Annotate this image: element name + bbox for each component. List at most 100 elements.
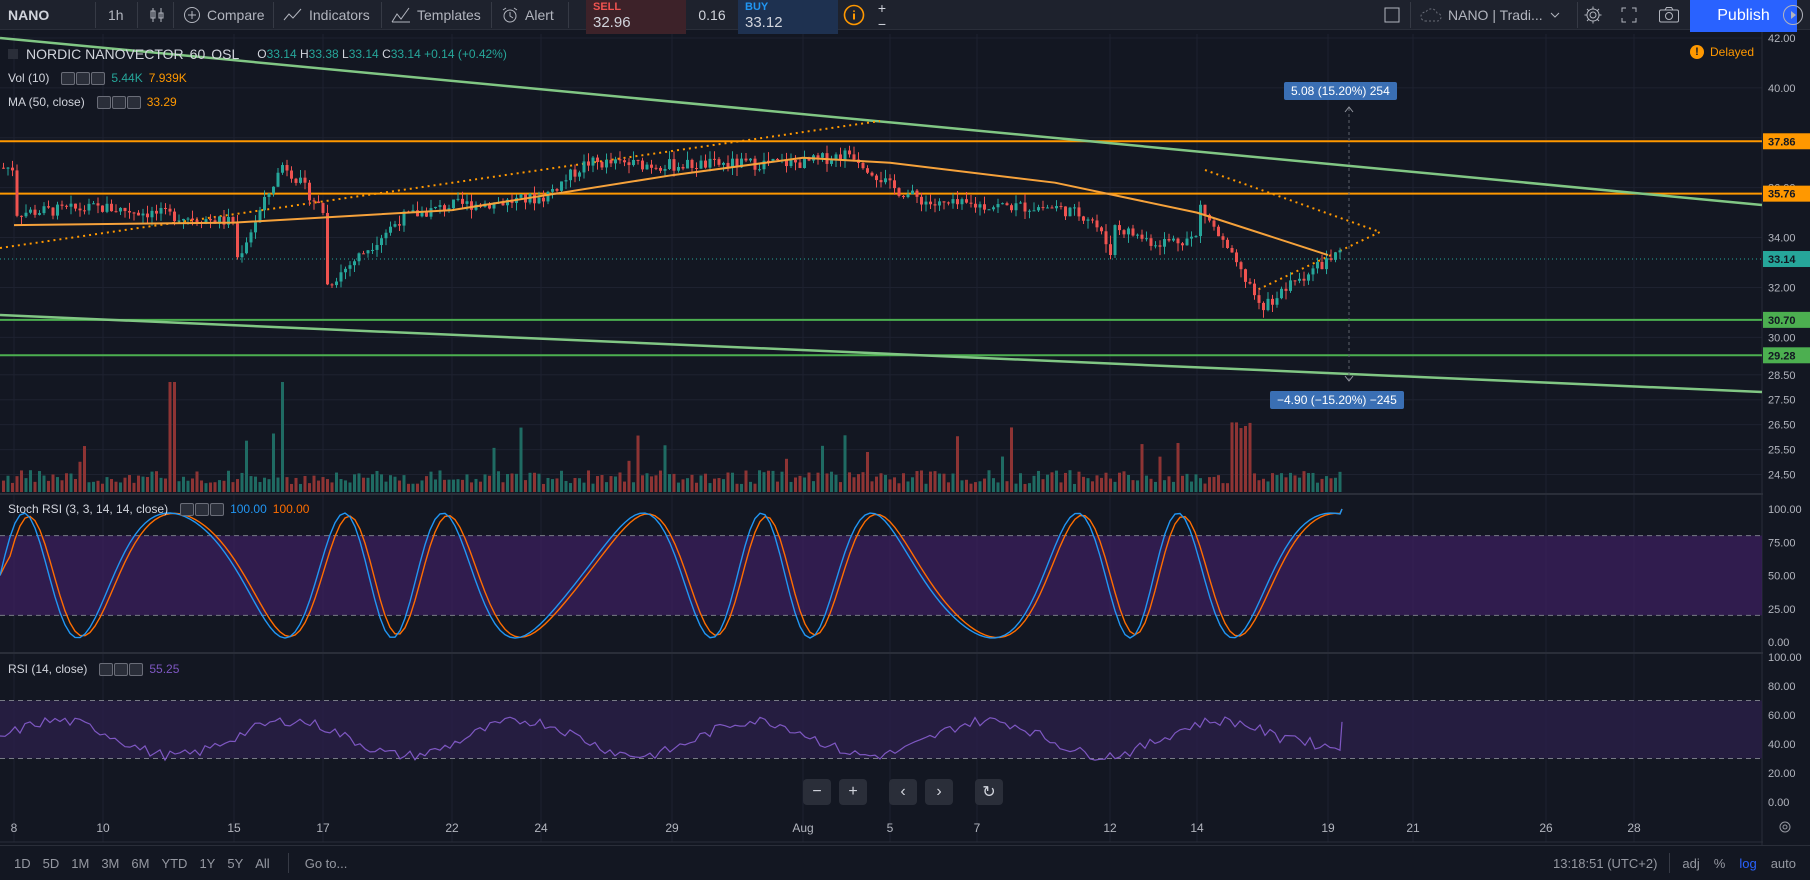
- rsi-legend[interactable]: RSI (14, close) 55.25: [8, 662, 179, 676]
- candle-body: [501, 202, 505, 206]
- candle-body: [38, 213, 41, 215]
- reset-chart-button[interactable]: ↻: [975, 779, 1003, 805]
- price-axis[interactable]: 42.0040.0038.0036.0034.0032.0030.0028.50…: [1763, 30, 1810, 845]
- volume-bar: [290, 483, 293, 492]
- volume-legend[interactable]: Vol (10) 5.44K 7.939K: [8, 71, 187, 85]
- volume-bar: [560, 470, 563, 492]
- volume-bar: [654, 475, 658, 492]
- volume-bar: [29, 470, 32, 492]
- zoom-in-button[interactable]: +: [839, 779, 867, 805]
- candle-body: [735, 158, 739, 168]
- range-5y[interactable]: 5Y: [227, 855, 244, 871]
- snapshot-button[interactable]: [1658, 0, 1680, 30]
- interval-button[interactable]: 1h: [108, 7, 124, 23]
- publish-button[interactable]: Publish: [1690, 0, 1797, 32]
- range-ytd[interactable]: YTD: [161, 855, 188, 871]
- alert-button[interactable]: Alert: [501, 0, 554, 30]
- fullscreen-toggle[interactable]: [1383, 0, 1401, 30]
- indicators-button[interactable]: Indicators: [283, 0, 370, 30]
- range-6m[interactable]: 6M: [131, 855, 150, 871]
- percent-toggle[interactable]: %: [1713, 855, 1726, 871]
- scroll-left-button[interactable]: ‹: [889, 779, 917, 805]
- main-legend[interactable]: NORDIC NANOVECTOR 60 OSL O33.14 H33.38 L…: [8, 46, 507, 62]
- delayed-badge[interactable]: ! Delayed: [1690, 45, 1754, 59]
- fullscreen-button[interactable]: [1620, 0, 1638, 30]
- candle-body: [600, 162, 604, 168]
- auto-toggle[interactable]: auto: [1770, 855, 1796, 871]
- volume-bar: [209, 482, 212, 492]
- symbol-search[interactable]: NANO: [8, 7, 50, 23]
- volume-bar: [1329, 478, 1333, 492]
- candle-body: [285, 165, 289, 171]
- range-all[interactable]: All: [255, 855, 270, 871]
- goto-button[interactable]: Go to...: [304, 855, 348, 871]
- time-tick-label: 8: [11, 821, 18, 835]
- chart-type-button[interactable]: [148, 0, 166, 30]
- trend-lines: [0, 36, 1763, 394]
- volume-bar: [105, 477, 109, 492]
- settings-button[interactable]: [1583, 0, 1603, 30]
- candle-body: [312, 200, 316, 202]
- candle-body: [186, 218, 190, 220]
- range-1d[interactable]: 1D: [14, 855, 31, 871]
- volume-bar: [992, 478, 995, 492]
- volume-bar: [672, 473, 676, 492]
- legend-buttons[interactable]: [96, 95, 141, 109]
- stoch-tick-label: 100.00: [1768, 504, 1802, 516]
- measure-down-label: −4.90 (−15.20%) −245: [1270, 391, 1404, 409]
- candle-body: [1073, 207, 1076, 209]
- adj-toggle[interactable]: adj: [1682, 855, 1700, 871]
- volume-bar: [168, 382, 172, 492]
- legend-buttons[interactable]: [61, 71, 106, 85]
- range-3m[interactable]: 3M: [101, 855, 120, 871]
- candle-body: [384, 232, 388, 239]
- range-1m[interactable]: 1M: [71, 855, 90, 871]
- range-1y[interactable]: 1Y: [199, 855, 216, 871]
- volume-bar: [33, 481, 37, 492]
- candle-body: [461, 198, 464, 204]
- time-tick-label: 21: [1406, 821, 1420, 835]
- candle-body: [96, 203, 100, 206]
- trade-info-button[interactable]: [843, 0, 865, 30]
- volume-bar: [564, 480, 568, 492]
- volume-bar: [776, 481, 779, 492]
- volume-bar: [1235, 422, 1238, 492]
- templates-button[interactable]: Templates: [391, 0, 481, 30]
- layout-select[interactable]: NANO | Tradi...: [1420, 0, 1561, 30]
- time-axis[interactable]: 8 10 15 17 22 24 29 Aug 5 7 12 14 19 21 26 28: [11, 821, 1791, 835]
- volume-bar: [285, 477, 289, 492]
- candle-body: [1010, 205, 1013, 211]
- legend-buttons[interactable]: [99, 662, 144, 676]
- volume-bar: [753, 483, 757, 492]
- volume-bar: [942, 473, 946, 492]
- scroll-right-button[interactable]: ›: [925, 779, 953, 805]
- zoom-out-button[interactable]: −: [803, 779, 831, 805]
- range-5d[interactable]: 5D: [42, 855, 60, 871]
- sell-button[interactable]: SELL 32.96: [586, 0, 686, 34]
- compare-button[interactable]: Compare: [183, 0, 265, 30]
- legend-buttons[interactable]: [180, 502, 225, 516]
- volume-bar: [974, 482, 977, 492]
- candle-body: [87, 203, 91, 211]
- chart-canvas[interactable]: 42.0040.0038.0036.0034.0032.0030.0028.50…: [0, 0, 1810, 845]
- volume-bar: [843, 435, 847, 492]
- volume-bar: [51, 474, 55, 492]
- ma-legend[interactable]: MA (50, close) 33.29: [8, 95, 177, 109]
- collapse-icon[interactable]: [8, 49, 18, 59]
- buy-button[interactable]: BUY 33.12: [738, 0, 838, 34]
- candle-body: [1329, 258, 1333, 260]
- volume-bar: [852, 477, 856, 492]
- volume-bar: [1199, 478, 1202, 492]
- candle-body: [92, 203, 95, 205]
- candle-body: [1032, 210, 1036, 212]
- candle-body: [960, 199, 964, 205]
- symbol-title: NORDIC NANOVECTOR: [26, 46, 184, 62]
- log-toggle[interactable]: log: [1739, 855, 1757, 871]
- volume-bar: [69, 473, 73, 492]
- zoom-out-icon[interactable]: −: [877, 16, 887, 32]
- zoom-in-icon[interactable]: +: [877, 0, 887, 16]
- stoch-legend[interactable]: Stoch RSI (3, 3, 14, 14, close) 100.00 1…: [8, 502, 309, 516]
- candle-body: [591, 157, 595, 166]
- right-panel-button[interactable]: [1782, 0, 1804, 30]
- volume-bar: [366, 477, 370, 492]
